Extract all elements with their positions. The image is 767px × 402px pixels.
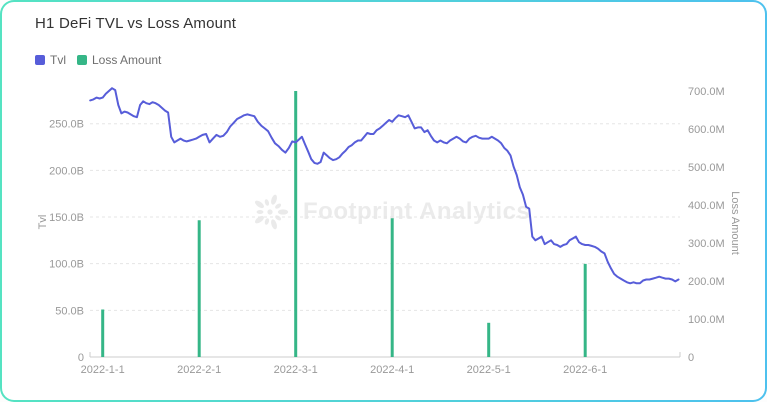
x-axis-tick-label: 2022-2-1 — [177, 364, 221, 376]
y-axis-tick-label-right: 300.0M — [688, 238, 725, 250]
legend: Tvl Loss Amount — [35, 53, 161, 67]
y-axis-tick-label-right: 500.0M — [688, 162, 725, 174]
y-axis-tick-label-right: 200.0M — [688, 276, 725, 288]
tvl-legend-swatch-icon — [35, 55, 45, 65]
y-axis-tick-label-left: 50.0B — [55, 305, 84, 317]
y-axis-name-right: Loss Amount — [729, 191, 741, 255]
y-axis-tick-label-left: 200.0B — [49, 165, 84, 177]
legend-item-tvl[interactable]: Tvl — [35, 53, 66, 67]
y-axis-tick-label-left: 250.0B — [49, 119, 84, 131]
y-axis-tick-label-right: 700.0M — [688, 86, 725, 98]
y-axis-name-left: Tvl — [37, 215, 49, 230]
y-axis-tick-label-right: 0 — [688, 352, 694, 364]
y-axis-tick-label-right: 400.0M — [688, 200, 725, 212]
legend-label-tvl: Tvl — [50, 53, 66, 67]
x-axis-tick-label: 2022-5-1 — [467, 364, 511, 376]
y-axis-tick-label-right: 100.0M — [688, 314, 725, 326]
y-axis-tick-label-left: 0 — [78, 352, 84, 364]
y-axis-tick-label-right: 600.0M — [688, 124, 725, 136]
x-axis-tick-label: 2022-4-1 — [370, 364, 414, 376]
x-axis-tick-label: 2022-3-1 — [274, 364, 318, 376]
legend-label-loss-amount: Loss Amount — [92, 53, 162, 67]
tvl-line[interactable] — [89, 87, 680, 285]
chart-title: H1 DeFi TVL vs Loss Amount — [35, 15, 237, 32]
x-axis-tick-label: 2022-6-1 — [563, 364, 607, 376]
y-axis-tick-label-left: 150.0B — [49, 212, 84, 224]
loss-amount-legend-swatch-icon — [77, 55, 87, 65]
legend-item-loss-amount[interactable]: Loss Amount — [77, 53, 161, 67]
y-axis-tick-label-left: 100.0B — [49, 259, 84, 271]
x-axis-tick-label: 2022-1-1 — [81, 364, 125, 376]
